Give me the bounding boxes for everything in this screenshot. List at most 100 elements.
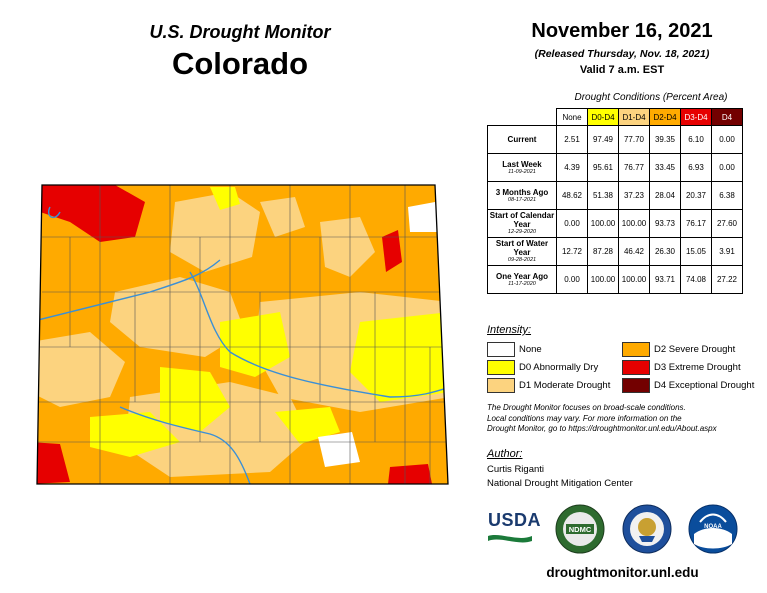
row-label: 3 Months Ago 08-17-2021 (487, 181, 557, 210)
legend-label: None (519, 344, 542, 355)
d1-area-north2 (260, 197, 305, 237)
legend-label: D4 Exceptional Drought (654, 380, 755, 391)
row-label: Current (487, 125, 557, 154)
table-row: Start of Water Year 09-28-2021 12.72 87.2… (487, 237, 743, 266)
table-cell: 6.10 (680, 125, 712, 154)
author-name: Curtis Riganti (487, 464, 545, 475)
col-header-none: None (556, 108, 588, 126)
table-corner (488, 109, 557, 126)
disclaimer-line: The Drought Monitor focuses on broad-sca… (487, 403, 686, 412)
table-cell: 15.05 (680, 237, 712, 266)
table-cell: 100.00 (618, 209, 650, 238)
table-cell: 2.51 (556, 125, 588, 154)
table-cell: 27.60 (711, 209, 743, 238)
d1-area-west (37, 332, 125, 407)
legend-item-d2: D2 Severe Drought (622, 342, 735, 357)
table-cell: 0.00 (556, 209, 588, 238)
table-cell: 87.28 (587, 237, 619, 266)
drought-map (36, 184, 449, 485)
row-label: One Year Ago 11-17-2020 (487, 265, 557, 294)
d0-area-north (210, 187, 240, 210)
d0-area-southwest (90, 412, 180, 457)
disclaimer-text: The Drought Monitor focuses on broad-sca… (487, 403, 757, 435)
table-cell: 37.23 (618, 181, 650, 210)
none-area-south (318, 432, 360, 467)
d1-area-north (170, 192, 260, 272)
table-cell: 33.45 (649, 153, 681, 182)
legend-label: D3 Extreme Drought (654, 362, 741, 373)
d0-area-central (220, 312, 290, 377)
table-cell: 100.00 (587, 265, 619, 294)
table-cell: 100.00 (618, 265, 650, 294)
col-header-d2-d4: D2-D4 (649, 108, 681, 126)
table-cell: 20.37 (680, 181, 712, 210)
table-cell: 51.38 (587, 181, 619, 210)
legend-swatch (622, 378, 650, 393)
d0-area-southcentral (275, 407, 340, 444)
table-cell: 26.30 (649, 237, 681, 266)
legend-swatch (487, 342, 515, 357)
col-header-d3-d4: D3-D4 (680, 108, 712, 126)
rivers (37, 206, 448, 484)
drought-conditions-table: None D0-D4 D1-D4 D2-D4 D3-D4 D4 Current … (487, 108, 743, 294)
table-cell: 0.00 (711, 153, 743, 182)
website-url[interactable]: droughtmonitor.unl.edu (546, 565, 699, 580)
usda-logo: USDA (488, 510, 542, 530)
d3-area-northeast (382, 230, 402, 272)
author-org: National Drought Mitigation Center (487, 478, 633, 489)
d3-area-southwest (37, 442, 70, 484)
author-title: Author: (487, 448, 523, 460)
noaa-logo-icon: NOAA (688, 504, 738, 554)
state-title: Colorado (171, 46, 309, 81)
table-cell: 0.00 (711, 125, 743, 154)
legend-item-none: None (487, 342, 542, 357)
table-cell: 48.62 (556, 181, 588, 210)
map-title: U.S. Drought Monitor (149, 22, 331, 42)
legend-label: D2 Severe Drought (654, 344, 736, 355)
disclaimer-line: Local conditions may vary. For more info… (487, 413, 682, 423)
col-header-d0-d4: D0-D4 (587, 108, 619, 126)
disclaimer-line: Drought Monitor, go to https://droughtmo… (487, 424, 717, 433)
table-cell: 39.35 (649, 125, 681, 154)
row-label: Last Week 11-09-2021 (487, 153, 557, 182)
legend-item-d4: D4 Exceptional Drought (622, 378, 754, 393)
table-cell: 93.71 (649, 265, 681, 294)
table-header-row: None D0-D4 D1-D4 D2-D4 D3-D4 D4 (488, 108, 743, 126)
noaa-logo-text: NOAA (704, 524, 722, 530)
release-date: (Released Thursday, Nov. 18, 2021) (534, 48, 710, 60)
legend-swatch (622, 360, 650, 375)
table-cell: 46.42 (618, 237, 650, 266)
row-label: Start of Calendar Year 12-29-2020 (487, 209, 557, 238)
table-cell: 27.22 (711, 265, 743, 294)
table-cell: 76.17 (680, 209, 712, 238)
valid-time: Valid 7 a.m. EST (579, 64, 665, 76)
table-row: 3 Months Ago 08-17-2021 48.62 51.38 37.23… (487, 181, 743, 210)
county-lines (38, 185, 448, 484)
table-row: Current 2.51 97.49 77.70 39.35 6.10 0.00 (487, 125, 743, 154)
legend-item-d3: D3 Extreme Drought (622, 360, 741, 375)
table-cell: 77.70 (618, 125, 650, 154)
legend-swatch (487, 360, 515, 375)
d1-area-central (110, 277, 245, 357)
table-cell: 100.00 (587, 209, 619, 238)
d3-area-southeast (388, 464, 432, 484)
table-row: One Year Ago 11-17-2020 0.00 100.00 100.0… (487, 265, 743, 294)
table-row: Start of Calendar Year 12-29-2020 0.00 10… (487, 209, 743, 238)
table-row: Last Week 11-09-2021 4.39 95.61 76.77 33.… (487, 153, 743, 182)
legend-swatch (622, 342, 650, 357)
col-header-d4: D4 (711, 108, 743, 126)
ndmc-logo-text: NDMC (569, 525, 592, 534)
state-border (36, 184, 449, 485)
legend-label: D0 Abnormally Dry (519, 362, 599, 373)
legend-title: Intensity: (487, 324, 532, 336)
d3-area-northwest (40, 185, 145, 242)
table-cell: 0.00 (556, 265, 588, 294)
table-cell: 3.91 (711, 237, 743, 266)
legend-swatch (487, 378, 515, 393)
col-header-d1-d4: D1-D4 (618, 108, 650, 126)
table-cell: 93.73 (649, 209, 681, 238)
table-cell: 12.72 (556, 237, 588, 266)
doc-seal-icon (622, 504, 672, 554)
map-date: November 16, 2021 (531, 20, 713, 42)
table-caption: Drought Conditions (Percent Area) (574, 92, 728, 103)
